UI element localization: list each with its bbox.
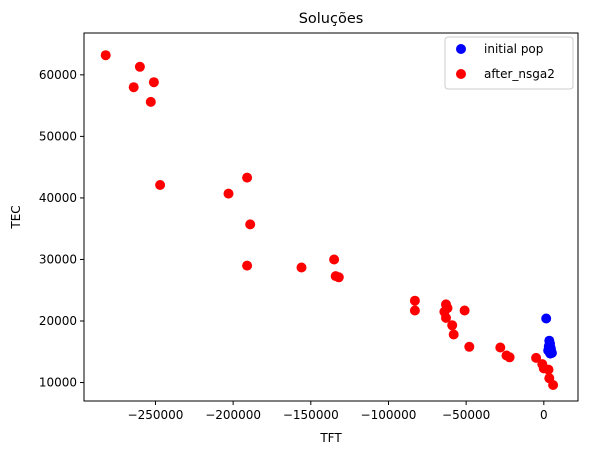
x-tick-label: 0 bbox=[540, 408, 548, 422]
chart-title: Soluções bbox=[299, 11, 364, 27]
point-after-nsga2 bbox=[148, 77, 159, 88]
y-axis-label: TEC bbox=[9, 205, 23, 229]
y-tick-label: 20000 bbox=[39, 314, 77, 328]
y-axis-ticks: 10000 20000 30000 40000 50000 60000 bbox=[39, 68, 84, 390]
point-after-nsga2 bbox=[100, 50, 111, 61]
data-points bbox=[100, 50, 559, 390]
point-after-nsga2 bbox=[409, 305, 420, 316]
legend-marker-initial-pop bbox=[456, 44, 466, 54]
point-after-nsga2 bbox=[223, 188, 234, 199]
y-tick-label: 10000 bbox=[39, 376, 77, 390]
y-tick-label: 50000 bbox=[39, 129, 77, 143]
point-after-nsga2 bbox=[448, 329, 459, 340]
point-after-nsga2 bbox=[242, 260, 253, 271]
point-after-nsga2 bbox=[333, 272, 344, 283]
x-tick-label: −150000 bbox=[283, 408, 339, 422]
point-after-nsga2 bbox=[134, 61, 145, 72]
legend-box bbox=[444, 36, 574, 90]
x-tick-label: −200000 bbox=[205, 408, 261, 422]
point-after-nsga2 bbox=[329, 254, 340, 265]
point-after-nsga2 bbox=[245, 219, 256, 230]
point-after-nsga2 bbox=[128, 82, 139, 93]
x-tick-label: −100000 bbox=[361, 408, 417, 422]
x-axis-ticks: −250000 −200000 −150000 −100000 −50000 0 bbox=[128, 401, 548, 422]
y-tick-label: 60000 bbox=[39, 68, 77, 82]
x-tick-label: −250000 bbox=[128, 408, 184, 422]
point-after-nsga2 bbox=[441, 312, 451, 323]
point-after-nsga2 bbox=[296, 262, 307, 273]
point-after-nsga2 bbox=[543, 364, 554, 375]
point-after-nsga2 bbox=[495, 342, 506, 353]
legend: initial pop after_nsga2 bbox=[444, 36, 574, 90]
x-axis-label: TFT bbox=[319, 431, 342, 445]
point-after-nsga2 bbox=[409, 295, 420, 306]
legend-marker-after-nsga2 bbox=[456, 69, 466, 79]
point-after-nsga2 bbox=[504, 352, 515, 363]
point-after-nsga2 bbox=[464, 341, 475, 352]
y-tick-label: 40000 bbox=[39, 191, 77, 205]
plot-area-frame bbox=[83, 32, 579, 402]
point-after-nsga2 bbox=[242, 172, 253, 183]
y-tick-label: 30000 bbox=[39, 252, 77, 266]
point-after-nsga2 bbox=[447, 320, 458, 331]
point-after-nsga2 bbox=[145, 96, 156, 107]
x-tick-label: −50000 bbox=[442, 408, 490, 422]
point-after-nsga2 bbox=[155, 180, 166, 190]
point-initial-pop bbox=[545, 348, 556, 359]
legend-label-initial-pop: initial pop bbox=[484, 42, 543, 56]
point-after-nsga2 bbox=[459, 305, 470, 316]
point-after-nsga2 bbox=[548, 380, 559, 390]
point-initial-pop bbox=[541, 313, 552, 324]
point-after-nsga2 bbox=[531, 352, 542, 363]
legend-label-after-nsga2: after_nsga2 bbox=[484, 67, 555, 81]
